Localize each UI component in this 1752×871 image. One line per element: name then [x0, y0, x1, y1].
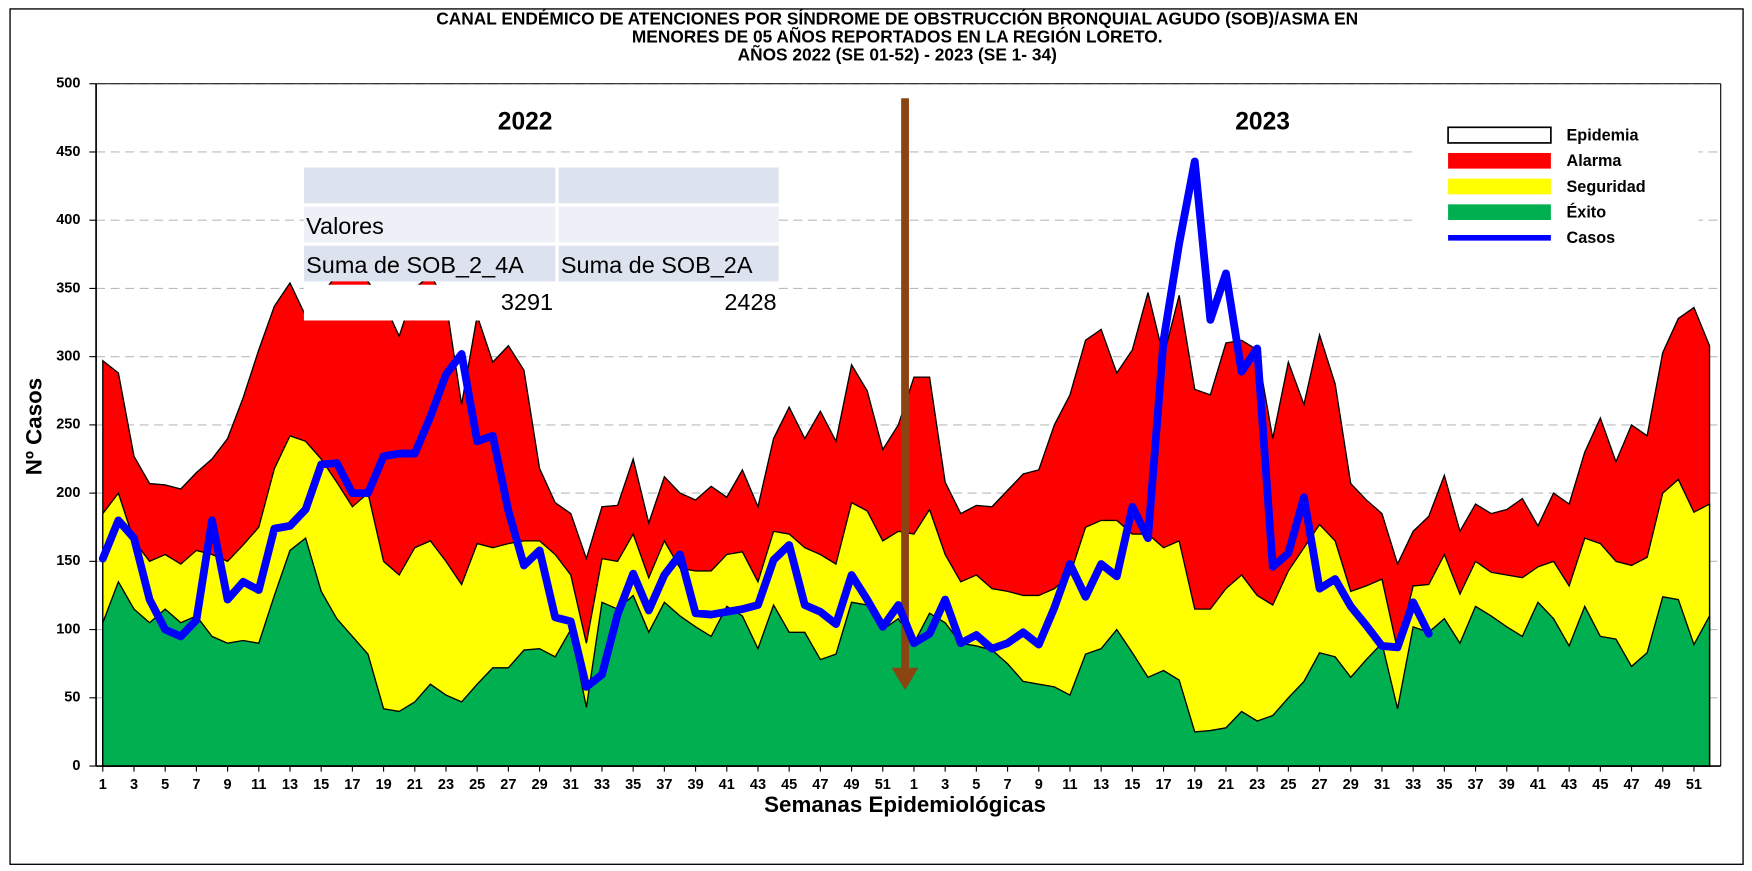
x-tick-label: 29: [532, 777, 548, 793]
x-tick-label: 11: [251, 777, 266, 793]
x-tick-label: 39: [687, 777, 703, 793]
x-tick-label: 1: [910, 777, 918, 793]
table-text: Suma de SOB_2A: [561, 252, 753, 278]
x-tick-label: 27: [500, 777, 516, 793]
legend-label: Epidemia: [1567, 127, 1640, 145]
y-tick-label: 50: [64, 690, 80, 706]
x-tick-label: 41: [1530, 777, 1546, 793]
y-tick-label: 300: [56, 348, 80, 364]
x-tick-label: 25: [1280, 777, 1296, 793]
x-tick-label: 15: [1124, 777, 1140, 793]
x-tick-label: 35: [1436, 777, 1452, 793]
y-tick-label: 500: [56, 76, 80, 92]
x-tick-label: 47: [812, 777, 828, 793]
x-tick-label: 23: [438, 777, 454, 793]
x-tick-label: 35: [625, 777, 641, 793]
x-tick-label: 21: [407, 777, 423, 793]
x-tick-label: 9: [224, 777, 232, 793]
x-tick-label: 13: [282, 777, 298, 793]
x-tick-label: 33: [594, 777, 610, 793]
x-tick-label: 41: [719, 777, 735, 793]
x-tick-label: 49: [843, 777, 859, 793]
series-line: [98, 157, 1433, 691]
x-tick-label: 21: [1218, 777, 1234, 793]
table-cell: [558, 284, 779, 321]
table-cell: [558, 167, 779, 204]
legend-swatch: [1447, 126, 1552, 144]
x-tick-label: 29: [1343, 777, 1359, 793]
x-tick-label: 15: [313, 777, 329, 793]
x-tick-label: 3: [941, 777, 949, 793]
x-tick-label: 43: [1561, 777, 1577, 793]
x-tick-label: 25: [469, 777, 485, 793]
table-text: Suma de SOB_2_4A: [306, 252, 524, 278]
x-tick-label: 31: [1374, 777, 1390, 793]
legend-label: Seguridad: [1567, 178, 1646, 196]
table-cell: [303, 284, 556, 321]
arrow-head: [891, 667, 919, 691]
year-annotation: 2023: [1235, 108, 1290, 135]
x-tick-label: 7: [1004, 777, 1012, 793]
y-axis-title: Nº Casos: [22, 378, 47, 475]
x-tick-label: 49: [1655, 777, 1671, 793]
chart-title: AÑOS 2022 (SE 01-52) - 2023 (SE 1- 34): [738, 44, 1057, 64]
x-tick-label: 51: [875, 777, 891, 793]
x-tick-label: 23: [1249, 777, 1265, 793]
x-tick-label: 19: [1187, 777, 1203, 793]
legend-swatch: [1448, 178, 1551, 195]
x-tick-label: 9: [1035, 777, 1043, 793]
x-tick-label: 37: [656, 777, 672, 793]
x-tick-label: 5: [972, 777, 980, 793]
x-tick-label: 43: [750, 777, 766, 793]
x-tick-label: 17: [344, 777, 360, 793]
table-cell: [303, 206, 556, 243]
x-tick-label: 5: [161, 777, 169, 793]
chart-title: MENORES DE 05 AÑOS REPORTADOS EN LA REGI…: [632, 27, 1163, 47]
x-tick-label: 45: [781, 777, 797, 793]
lines: [98, 157, 1433, 691]
y-tick-label: 150: [56, 553, 80, 569]
x-tick-label: 45: [1592, 777, 1608, 793]
x-tick-label: 7: [192, 777, 200, 793]
legend-label: Éxito: [1567, 203, 1607, 222]
y-tick-label: 400: [56, 212, 80, 228]
y-tick-label: 200: [56, 485, 80, 501]
chart-title: CANAL ENDÉMICO DE ATENCIONES POR SÍNDROM…: [436, 9, 1358, 29]
legend: Epidemia Alarma Seguridad Éxito Casos: [1413, 111, 1699, 251]
x-axis-title: Semanas Epidemiológicas: [764, 792, 1046, 817]
legend-label: Casos: [1567, 229, 1616, 247]
y-tick-label: 350: [56, 280, 80, 296]
legend-swatch: [1448, 152, 1551, 169]
table-cell: [303, 245, 556, 282]
x-tick-label: 37: [1467, 777, 1483, 793]
x-tick-label: 33: [1405, 777, 1421, 793]
x-tick-label: 13: [1093, 777, 1109, 793]
x-tick-label: 11: [1062, 777, 1077, 793]
pivot-table: Valores Suma de SOB_2_4A Suma de SOB_2A …: [303, 167, 779, 321]
legend-label: Alarma: [1567, 152, 1623, 170]
table-text: 3291: [501, 289, 553, 315]
y-tick-label: 100: [56, 621, 80, 637]
table-cell: [558, 245, 779, 282]
legend-swatch: [1448, 204, 1551, 220]
y-tick-label: 0: [72, 758, 80, 774]
x-tick-label: 3: [130, 777, 138, 793]
y-tick-label: 450: [56, 144, 80, 160]
table-text: 2428: [724, 289, 776, 315]
x-tick-label: 1: [99, 777, 107, 793]
table-cell: [303, 167, 556, 204]
x-tick-label: 31: [563, 777, 579, 793]
table-cell: [558, 206, 779, 243]
table-text: Valores: [306, 213, 384, 239]
x-tick-label: 27: [1311, 777, 1327, 793]
x-tick-label: 19: [376, 777, 392, 793]
x-tick-label: 51: [1686, 777, 1702, 793]
x-tick-label: 17: [1155, 777, 1171, 793]
x-tick-label: 39: [1499, 777, 1515, 793]
x-tick-label: 47: [1623, 777, 1639, 793]
year-annotation: 2022: [498, 108, 553, 135]
y-tick-label: 250: [56, 417, 80, 433]
